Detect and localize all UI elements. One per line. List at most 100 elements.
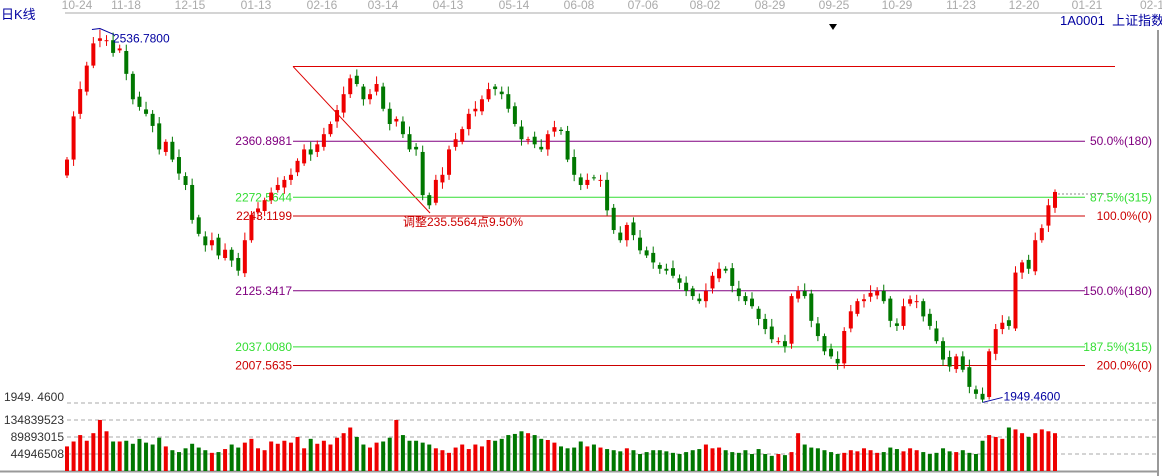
period-label[interactable]: 日K线 <box>1 7 36 22</box>
fib-level-ratio: 50.0%(180) <box>1090 134 1152 148</box>
candle-body <box>479 99 484 112</box>
volume-bar <box>335 437 340 471</box>
volume-bar <box>578 441 583 471</box>
candle-body <box>815 323 820 337</box>
candle-body <box>1053 191 1057 208</box>
volume-bar <box>1013 429 1018 471</box>
candle-body <box>914 301 919 303</box>
candle-body <box>756 308 761 319</box>
candle-body <box>572 157 577 175</box>
adjustment-diagonal-line <box>292 66 431 214</box>
candle-body <box>973 389 978 394</box>
candle-body <box>967 367 972 387</box>
volume-bar <box>802 444 807 471</box>
candle-body <box>526 139 531 141</box>
volume-bar <box>295 436 300 471</box>
candle-body <box>216 237 221 256</box>
volume-bar <box>822 450 827 471</box>
volume-bar <box>941 448 946 471</box>
candle-body <box>809 293 814 321</box>
x-tick-label: 06-08 <box>564 0 595 12</box>
volume-bar <box>486 439 491 471</box>
volume-bar <box>1033 433 1038 471</box>
volume-bar <box>605 449 610 471</box>
volume-tick-label: 44946508 <box>11 447 65 461</box>
candle-body <box>117 48 122 51</box>
candle-body <box>97 38 102 41</box>
volume-bar <box>1026 436 1031 471</box>
high-price-label: 2536.7800 <box>113 32 170 46</box>
candle-body <box>321 134 326 147</box>
candle-body <box>552 127 557 132</box>
x-tick-label: 12-15 <box>175 0 206 12</box>
candle-body <box>1046 205 1051 226</box>
candle-body <box>710 275 715 289</box>
volume-bar <box>532 435 537 471</box>
volume-bar <box>506 435 511 471</box>
volume-bar <box>466 449 471 471</box>
candle-body <box>638 237 643 251</box>
volume-bar <box>163 446 168 471</box>
volume-bar <box>242 442 247 471</box>
candle-body <box>894 323 899 326</box>
volume-bar <box>1053 433 1057 471</box>
candle-body <box>262 200 267 211</box>
volume-bar <box>519 431 524 471</box>
volume-bar <box>440 450 445 471</box>
volume-bar <box>565 448 570 471</box>
volume-bar <box>176 452 181 471</box>
volume-bar <box>690 450 695 471</box>
volume-bar <box>1039 429 1044 471</box>
volume-bar <box>315 443 320 471</box>
volume-bar <box>348 427 353 471</box>
x-tick-label: 10-29 <box>882 0 913 12</box>
volume-bar <box>1006 427 1011 471</box>
volume-bar <box>223 449 228 471</box>
volume-bar <box>473 444 478 471</box>
candle-body <box>236 257 241 271</box>
volume-bar <box>710 448 715 471</box>
volume-bar <box>394 419 399 471</box>
volume-bar <box>216 452 221 471</box>
volume-bar <box>815 448 820 471</box>
candle-body <box>420 151 425 196</box>
candle-body <box>657 264 662 269</box>
volume-bar <box>809 447 814 471</box>
volume-bar <box>203 450 208 471</box>
volume-bar <box>842 452 847 471</box>
candle-body <box>242 240 247 274</box>
candle-body <box>954 356 959 370</box>
candle-body <box>993 329 998 354</box>
candle-body <box>565 130 570 160</box>
volume-bar <box>499 438 504 471</box>
cursor-marker-icon <box>829 24 837 30</box>
volume-bar <box>881 452 886 471</box>
volume-bar <box>84 440 89 471</box>
candle-body <box>433 179 438 203</box>
candle-body <box>644 250 649 256</box>
candle-body <box>209 240 214 246</box>
volume-bar <box>137 438 142 471</box>
candle-body <box>750 298 755 307</box>
volume-bar <box>460 444 465 471</box>
candle-body <box>506 94 511 109</box>
symbol-code: 1A0001 <box>1060 13 1105 28</box>
candle-body <box>400 121 405 135</box>
volume-bar <box>493 440 498 471</box>
candle-body <box>861 299 866 302</box>
candle-body <box>150 113 155 126</box>
candle-body <box>1026 259 1031 269</box>
candle-body <box>941 341 946 360</box>
volume-bar <box>479 446 484 471</box>
volume-bar <box>361 444 366 471</box>
candle-body <box>71 116 76 160</box>
volume-bar <box>631 450 636 471</box>
candle-body <box>354 75 359 85</box>
candle-body <box>763 318 768 330</box>
candle-body <box>927 313 932 326</box>
candle-body <box>130 73 135 100</box>
candle-body <box>960 356 965 370</box>
candle-body <box>104 40 109 42</box>
volume-bar <box>249 438 254 471</box>
